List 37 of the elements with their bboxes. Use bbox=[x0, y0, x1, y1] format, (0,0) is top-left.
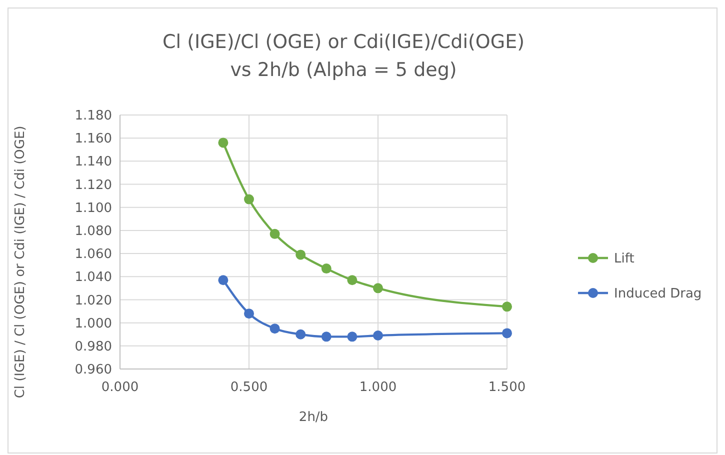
point bbox=[218, 275, 228, 286]
x-tick-label: 0.000 bbox=[101, 380, 139, 395]
y-tick-label: 1.040 bbox=[74, 270, 112, 286]
point bbox=[502, 302, 512, 312]
point bbox=[270, 228, 280, 239]
x-tick-label: 0.500 bbox=[230, 380, 268, 395]
x-axis-title: 2h/b bbox=[298, 410, 328, 425]
point bbox=[321, 264, 332, 274]
y-axis-title: Cl (IGE) / Cl (OGE) or Cdi (IGE) / Cdi (OGE) bbox=[13, 126, 28, 398]
legend-label: Lift bbox=[614, 252, 634, 267]
y-tick-label: 1.100 bbox=[74, 200, 112, 216]
point bbox=[218, 138, 228, 148]
y-tick-label: 0.980 bbox=[74, 339, 112, 354]
x-tick-label: 1.000 bbox=[359, 380, 397, 395]
point bbox=[270, 324, 280, 334]
point bbox=[296, 250, 306, 260]
point bbox=[244, 194, 254, 204]
point bbox=[347, 275, 358, 286]
y-tick-label: 1.060 bbox=[74, 247, 112, 262]
point bbox=[347, 332, 358, 342]
point bbox=[321, 332, 332, 342]
legend-label: Induced Drag bbox=[614, 286, 702, 302]
y-tick-label: 1.180 bbox=[74, 108, 112, 124]
point bbox=[244, 308, 254, 319]
point bbox=[502, 328, 512, 338]
point bbox=[373, 330, 383, 341]
y-tick-label: 1.140 bbox=[74, 154, 112, 170]
y-tick-label: 1.080 bbox=[74, 224, 112, 240]
chart-title: Cl (IGE)/Cl (OGE) or Cdi(IGE)/Cdi(OGE) vs 2h/b (Alpha = 5 deg) bbox=[162, 31, 525, 81]
y-tick-label: 1.000 bbox=[74, 316, 112, 332]
x-tick-label: 1.500 bbox=[488, 380, 526, 395]
y-tick-label: 0.960 bbox=[74, 362, 112, 378]
y-tick-label: 1.120 bbox=[74, 178, 112, 193]
point bbox=[373, 283, 383, 294]
y-tick-label: 1.160 bbox=[74, 132, 112, 147]
point bbox=[296, 329, 306, 340]
y-tick-label: 1.020 bbox=[74, 293, 112, 308]
